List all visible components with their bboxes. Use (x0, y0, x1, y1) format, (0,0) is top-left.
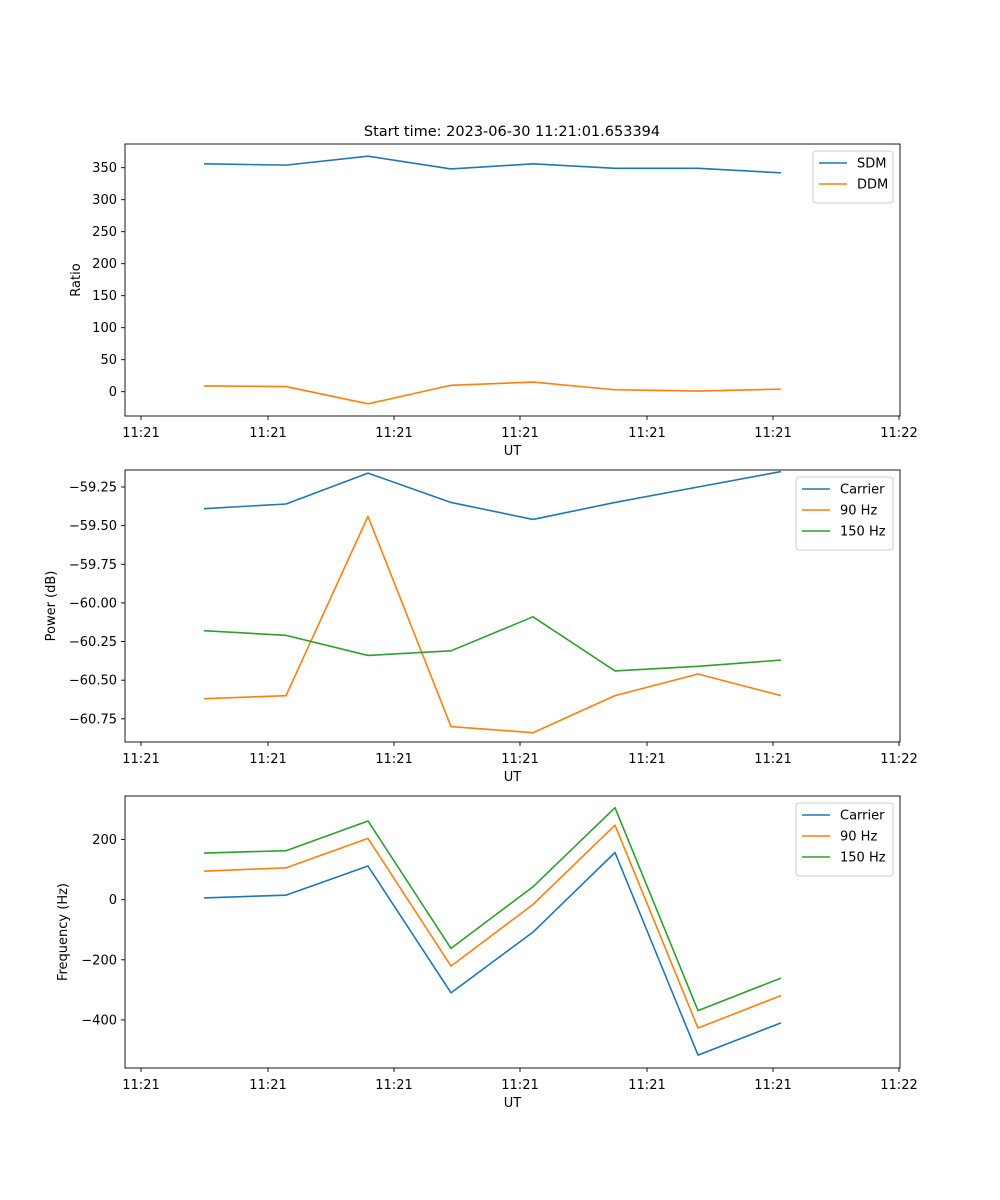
x-tick-label: 11:21 (501, 752, 538, 767)
x-tick-label: 11:21 (122, 426, 159, 441)
series-line-90-hz (203, 515, 782, 734)
y-tick-label: −400 (81, 1013, 117, 1028)
chart-panel-2: −60.75 −60.50 −60.25 −60.00 −59.75 −59.50 −59.… (44, 469, 918, 785)
x-tick-label: 11:22 (880, 752, 917, 767)
x-tick-label: 11:21 (122, 752, 159, 767)
x-tick-label: 11:21 (249, 1078, 286, 1093)
y-tick-label: −60.50 (69, 674, 117, 689)
x-tick-label: 11:21 (754, 1078, 791, 1093)
plots: 0 50 100 150 200 250 300 350 11:21 11:21 11:21 11:2… (44, 143, 918, 1111)
x-tick-label: 11:21 (501, 426, 538, 441)
y-tick-label: 350 (92, 161, 117, 176)
series-line-150-hz (203, 806, 782, 1012)
x-tick-label: 11:21 (754, 426, 791, 441)
y-tick-label: 100 (92, 321, 117, 336)
legend: Carrier 90 Hz 150 Hz (795, 476, 894, 551)
x-tick-label: 11:21 (754, 752, 791, 767)
x-tick-label: 11:21 (375, 426, 412, 441)
x-tick-label: 11:21 (249, 426, 286, 441)
y-tick-label: 0 (109, 385, 117, 400)
y-tick-label: 200 (92, 257, 117, 272)
x-tick-label: 11:21 (628, 1078, 665, 1093)
x-tick-label: 11:21 (375, 1078, 412, 1093)
y-axis-label: Power (dB) (44, 571, 59, 642)
x-tick-label: 11:21 (249, 752, 286, 767)
legend-label: DDM (857, 178, 888, 193)
x-tick-label: 11:22 (880, 1078, 917, 1093)
y-tick-label: 200 (92, 833, 117, 848)
legend-label: 90 Hz (840, 504, 877, 519)
figure-title: Start time: 2023-06-30 11:21:01.653394 (364, 124, 660, 140)
y-axis-label: Ratio (69, 263, 84, 296)
x-tick-label: 11:22 (880, 426, 917, 441)
x-axis-label: UT (504, 444, 522, 459)
y-tick-label: 300 (92, 193, 117, 208)
series-line-carrier (203, 470, 782, 521)
series-line-150-hz (203, 616, 782, 672)
y-tick-label: −60.75 (69, 712, 117, 727)
legend-box (812, 150, 894, 204)
y-tick-label: 0 (109, 893, 117, 908)
x-tick-label: 11:21 (628, 426, 665, 441)
y-tick-label: 250 (92, 225, 117, 240)
y-tick-label: −59.25 (69, 481, 117, 496)
y-tick-label: 150 (92, 289, 117, 304)
chart-panel-3: −400 −200 0 200 11:21 11:21 11:21 11:21 11:21 11:… (56, 795, 918, 1111)
y-tick-label: −59.75 (69, 558, 117, 573)
axes-frame (124, 143, 901, 417)
series-line-ddm (203, 381, 782, 405)
series-line-90-hz (203, 824, 782, 1029)
legend: Carrier 90 Hz 150 Hz (795, 802, 894, 877)
y-tick-label: −200 (81, 953, 117, 968)
series-line-carrier (203, 851, 782, 1056)
y-tick-label: −60.00 (69, 596, 117, 611)
x-tick-label: 11:21 (375, 752, 412, 767)
y-tick-label: −59.50 (69, 519, 117, 534)
y-axis-label: Frequency (Hz) (56, 883, 71, 981)
legend-label: SDM (857, 157, 886, 172)
legend-label: 90 Hz (840, 830, 877, 845)
chart-panel-1: 0 50 100 150 200 250 300 350 11:21 11:21 11:21 11:2… (69, 143, 918, 459)
x-tick-label: 11:21 (628, 752, 665, 767)
legend-label: 150 Hz (840, 851, 886, 866)
legend-label: Carrier (840, 483, 885, 498)
x-axis-label: UT (504, 770, 522, 785)
axes-frame (124, 795, 901, 1069)
y-tick-label: 50 (100, 353, 117, 368)
x-axis-label: UT (504, 1096, 522, 1111)
x-tick-label: 11:21 (501, 1078, 538, 1093)
legend-label: 150 Hz (840, 525, 886, 540)
legend-label: Carrier (840, 809, 885, 824)
x-tick-label: 11:21 (122, 1078, 159, 1093)
legend: SDM DDM (812, 150, 894, 204)
axes-frame (124, 469, 901, 743)
series-line-sdm (203, 155, 782, 174)
y-tick-label: −60.25 (69, 635, 117, 650)
